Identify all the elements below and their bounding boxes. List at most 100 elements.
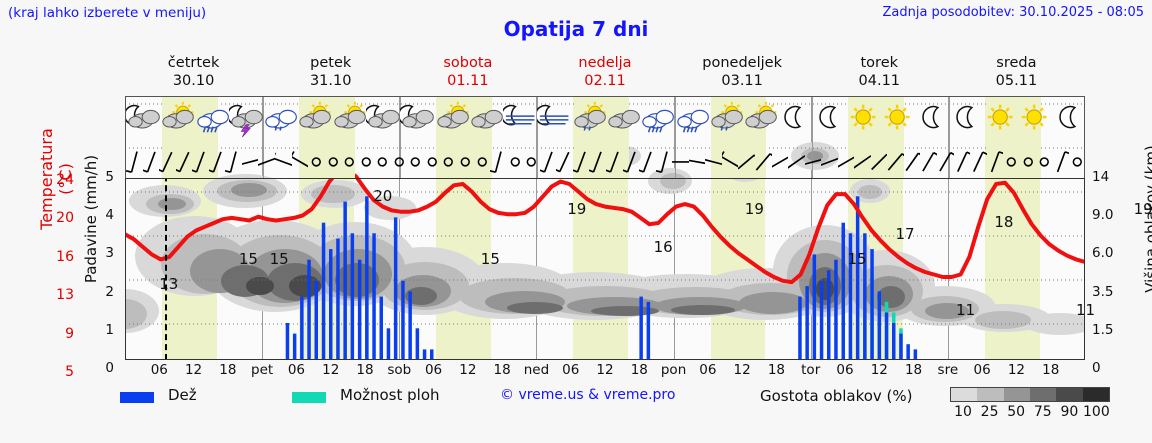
rain-bar [430,349,434,360]
precipitation-legend: Dež Možnost ploh © vreme.us & vreme.pro [120,386,720,410]
wind-barb [755,138,776,178]
wind-barb [554,138,573,178]
wind-barb [954,138,973,178]
rain-bar [285,323,290,360]
wind-barb [1036,138,1053,178]
rain-bar [393,217,398,360]
x-tick-label: 12 [596,362,614,378]
cloud-density-step [1003,388,1030,401]
wind-barb [702,138,725,178]
wind-barb [604,138,623,178]
temperature-tick: 20 [56,210,74,227]
precipitation-tick: 0 [105,360,114,376]
temperature-label: 13 [159,275,179,294]
rain-bar [350,233,355,360]
day-separator [948,138,950,178]
wind-barb [224,138,242,178]
grid-lines [125,103,1085,325]
temperature-label: 18 [994,212,1014,231]
x-tick-label: 12 [870,362,888,378]
moon-icon [1052,97,1086,139]
rain-bar [307,259,311,360]
rain-bar [639,296,643,360]
day-name: četrtek [167,55,220,71]
cloud-rain-icon [640,97,675,139]
rain-bar [646,301,651,360]
rain-bar [834,259,838,360]
x-tick-label: 06 [150,362,168,378]
cloud-density-tick: 75 [1033,404,1052,420]
rain-bar [906,344,910,360]
cloud-height-axis-title: Višina oblakov (km) [1142,145,1152,293]
rain-bar [357,259,362,360]
precipitation-axis-title: Padavine (mm/h) [82,154,100,284]
day-separator [947,96,949,360]
day-separator [673,96,675,360]
day-header-torek: torek 04.11 [811,54,948,90]
showers-legend-swatch [292,392,326,403]
cloud-rain-icon [675,97,709,139]
cloud-icon [606,97,640,139]
wind-barb [173,138,193,178]
cloud-density-gradient-bar [950,387,1110,402]
day-date: 30.10 [172,73,215,89]
rain-bar [300,296,304,360]
sun-cloud-drizzle-icon [709,97,743,139]
cloud-height-tick: 14 [1092,169,1110,185]
wind-barb [621,138,640,178]
temperature-label: 15 [480,250,500,269]
rain-bar [401,280,405,360]
x-tick-label: tor [801,362,821,378]
rain-bar [343,201,347,360]
cloud-density-step [1082,388,1109,401]
rain-bar [292,333,297,360]
forecast-plot-area [125,96,1085,360]
wind-barb [253,138,277,178]
temperature-label: 17 [895,225,915,244]
sun-icon [983,97,1017,139]
wind-barb [853,138,876,178]
x-tick-label: 18 [356,362,374,378]
x-tick-label: 12 [1007,362,1026,378]
day-name: sobota [443,55,493,71]
day-separator [948,97,950,139]
x-tick-label: 18 [493,362,511,378]
cloud-icon [469,97,503,139]
day-date: 03.11 [721,73,763,89]
sun-cloud-icon [160,97,195,139]
cloud-density-tick: 50 [1007,404,1026,420]
x-tick-label: 06 [699,362,717,378]
day-name: nedelja [578,55,632,71]
day-separator [674,97,676,139]
day-separator [674,138,676,178]
wind-barb [157,138,176,178]
wind-barb [325,138,342,178]
x-tick-label: 06 [973,362,991,378]
wind-barb [655,138,673,178]
temperature-label: 19 [744,200,764,218]
day-name: ponedeljek [702,55,782,71]
day-header-petek: petek 31.10 [262,54,399,90]
rain-bar [855,196,860,360]
x-tick-label: ned [523,362,550,378]
precipitation-bars [285,196,918,360]
day-header-nedelja: nedelja 02.11 [536,54,673,90]
sun-icon [846,97,880,139]
wind-barb [904,138,924,178]
precipitation-axis-ticks: 5 4 3 2 1 0 [100,0,120,443]
wind-barb [819,138,843,178]
x-tick-label: 18 [767,362,786,378]
sun-cloud-icon [743,97,777,139]
x-tick-label: 06 [836,362,854,378]
moon-thunder-icon [226,97,263,139]
current-time-marker [165,96,167,360]
rain-bar [321,222,326,360]
wind-barb [1020,138,1037,178]
cloud-drizzle-icon [263,97,298,139]
cloud-density-step [951,388,978,401]
rain-bar [336,238,340,360]
x-tick-label: 18 [630,362,648,378]
cloud-density-legend: Gostota oblakov (%) 10 25 50 75 90 100 [760,385,1150,425]
moon-icon [812,97,846,139]
wind-barb [870,138,892,178]
